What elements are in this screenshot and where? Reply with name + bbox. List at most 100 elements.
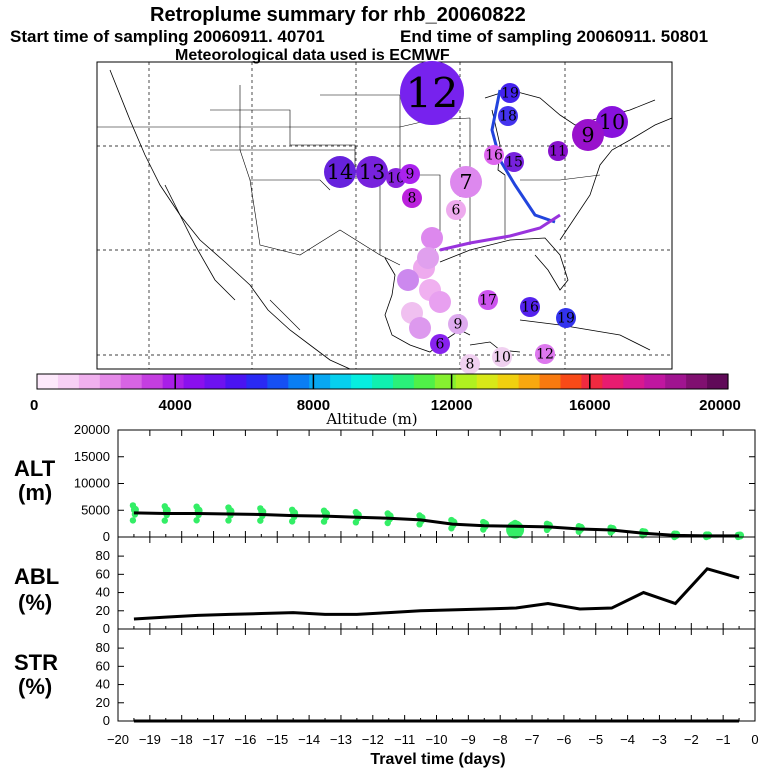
str-panel-label: STR [14,650,58,675]
map-marker-dot [478,290,498,310]
x-tick-label: −10 [425,732,447,747]
trajectory-track-gulf [439,213,561,252]
map-marker-label: 10 [493,350,511,366]
map-marker-dot [498,106,518,126]
map-marker-label: 9 [454,317,463,333]
map-marker-dot [492,347,512,367]
map-marker: 10 [492,347,512,367]
map-marker-dot [484,145,504,165]
colorbar-cell [120,374,143,389]
colorbar-cell [57,374,80,389]
y-tick-label: 40 [96,585,110,600]
x-tick-label: −1 [716,732,731,747]
colorbar-cell [602,374,624,389]
map-marker-label: 16 [521,300,539,316]
map-marker-label: 16 [485,148,503,164]
map-marker-label: 8 [408,191,417,207]
map-marker-dot [409,317,431,339]
x-tick-label: −18 [171,732,193,747]
x-tick-label: −17 [203,732,225,747]
map-marker-dot [430,334,450,354]
map-marker-dot [356,156,388,188]
map-marker: 15 [504,152,524,172]
colorbar-cell [560,374,583,389]
map-marker: 12 [400,61,464,125]
map-marker-label: 14 [327,160,353,184]
map-marker-label: 13 [359,160,385,184]
colorbar-cell [539,374,562,389]
x-tick-label: −5 [588,732,603,747]
alt-dot [193,517,200,524]
colorbar-tick-label: 8000 [297,397,330,414]
map-marker: 6 [430,334,450,354]
colorbar-tick-label: 16000 [569,397,611,414]
map-marker: 13 [356,156,388,188]
map-marker: 12 [535,344,555,364]
colorbar-cell [372,374,394,389]
alt-dot [288,506,296,514]
colorbar-cell [665,374,687,389]
colorbar-cell [623,374,645,389]
colorbar-cell [37,374,59,389]
alt-dot [225,504,232,511]
map-marker: 18 [498,106,518,126]
alt-panel-label: ALT [14,456,56,481]
map-marker: 6 [446,200,466,220]
map-marker-dot [535,344,555,364]
map-marker: 9 [448,314,468,334]
map-marker-label: 8 [466,357,475,373]
x-tick-label: −8 [493,732,508,747]
map-marker-label: 7 [459,170,472,194]
alt-dot [448,516,455,524]
map-marker-label: 18 [499,109,517,125]
alt-dot [193,503,200,510]
y-tick-label: 5000 [81,502,110,517]
colorbar-cell [644,374,666,389]
colorbar-tick-label: 12000 [431,397,473,414]
alt-panel-unit: (m) [18,480,52,505]
colorbar-cell [686,374,708,389]
x-tick-label: −13 [330,732,352,747]
x-tick-label: −3 [652,732,667,747]
x-tick-label: −20 [107,732,129,747]
colorbar-cell [392,374,415,389]
map-marker-dot [450,166,482,198]
map-marker-dot [520,297,540,317]
colorbar-cell [351,374,373,389]
map-marker: 11 [548,141,568,161]
x-axis-label: Travel time (days) [370,751,505,768]
colorbar-cell [309,374,331,389]
colorbar-cell [141,374,164,389]
colorbar-cell [225,374,247,389]
colorbar-tick-label: 20000 [699,397,741,414]
x-tick-label: −12 [362,732,384,747]
colorbar-cell [413,374,436,389]
colorbar-cell [162,374,185,389]
map-marker: 9 [572,119,604,151]
colorbar-cell [707,374,729,389]
map-marker-dot [397,269,419,291]
map-marker-dot [421,227,443,249]
map-marker-label: 15 [505,155,523,171]
y-tick-label: 0 [103,621,110,636]
map-marker-dot [548,141,568,161]
y-tick-label: 60 [96,566,110,581]
abl-panel: 0 20 40 60 80 [96,536,756,636]
abl-series-line [133,567,740,621]
map-marker-dot [572,119,604,151]
colorbar-cell [246,374,268,389]
colorbar-cell [78,374,101,389]
map-marker-dot [500,83,520,103]
map-marker-dot [448,314,468,334]
alt-series-line [133,511,740,538]
y-tick-label: 20000 [74,422,110,437]
colorbar-cell [476,374,499,389]
map-marker: 19 [500,83,520,103]
y-tick-label: 15000 [74,449,110,464]
alt-dot [129,502,137,509]
y-tick-label: 60 [96,658,110,673]
x-tick-label: −6 [556,732,571,747]
end-time-label: End time of sampling 20060911. 50801 [400,27,708,46]
map-marker-dot [324,156,356,188]
